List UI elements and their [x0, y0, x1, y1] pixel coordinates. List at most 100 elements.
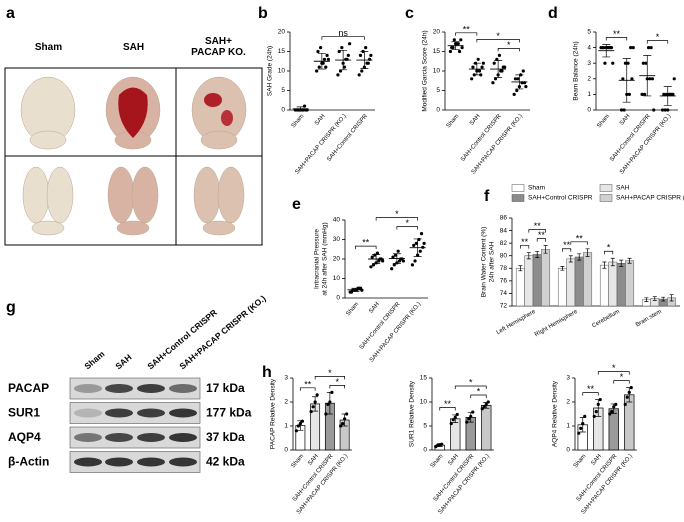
data-point [339, 424, 343, 428]
blot-band [105, 408, 133, 418]
data-point [663, 108, 667, 112]
significance-label: ** [613, 29, 621, 39]
legend-swatch [511, 184, 525, 192]
y-tick-label: 0 [336, 295, 340, 302]
data-point [324, 412, 328, 416]
y-tick-label: 0 [436, 107, 440, 114]
data-point [652, 108, 656, 112]
data-point [486, 400, 490, 404]
x-tick-label: SAH [307, 453, 320, 466]
y-tick-label: 5 [423, 423, 427, 430]
data-point [646, 46, 651, 50]
data-point [480, 65, 484, 69]
brain-hemisphere [107, 166, 135, 224]
x-tick-label: Sham [345, 301, 360, 317]
data-point [369, 265, 373, 269]
brain-hemisphere [46, 166, 74, 224]
panel-label: g [6, 299, 16, 316]
y-tick-label: 3 [587, 60, 591, 67]
x-tick-label: SAH+Control CRISPR [609, 113, 652, 163]
significance-label: * [620, 372, 624, 382]
data-point [360, 69, 364, 73]
data-point [419, 232, 424, 236]
data-point [476, 57, 480, 61]
data-point [605, 46, 610, 50]
y-tick-label: 30 [333, 236, 341, 243]
data-point [621, 77, 625, 81]
protein-label: PACAP [8, 381, 49, 395]
legend-swatch [511, 194, 525, 202]
significance-label: * [507, 40, 511, 50]
data-point [311, 405, 315, 409]
data-point [412, 243, 416, 247]
panel-label: e [292, 196, 301, 213]
data-point [664, 92, 669, 96]
blood-clot [221, 110, 233, 126]
significance-bracket [439, 407, 456, 411]
data-point [662, 92, 666, 96]
x-tick-label: SAH [447, 453, 460, 466]
data-point [627, 92, 631, 96]
y-tick-label: 10 [420, 399, 428, 406]
significance-bracket [646, 40, 669, 44]
legend-label: SAH+PACAP CRISPR (KO.) [616, 195, 684, 202]
y-tick-label: 76 [500, 278, 508, 285]
error-bar [413, 238, 422, 257]
data-point [370, 255, 374, 259]
protein-label: AQP4 [8, 430, 41, 444]
data-point [480, 407, 484, 411]
x-tick-label: SAH [368, 301, 381, 314]
data-point [482, 405, 486, 409]
data-point [457, 49, 462, 54]
x-tick-label: Sham [290, 453, 305, 469]
data-point [342, 65, 347, 69]
blot-strip [69, 426, 201, 449]
data-point [471, 410, 475, 414]
blot-band [74, 408, 102, 418]
x-tick-label: SAH [619, 113, 632, 126]
y-tick-label: 15 [433, 48, 441, 55]
y-tick-label: 0 [284, 447, 288, 454]
panel-label: d [548, 5, 558, 22]
significance-label: ** [362, 238, 370, 248]
panel-label: h [262, 364, 272, 381]
significance-label: ns [338, 28, 348, 38]
data-point [608, 412, 612, 416]
data-point [623, 402, 627, 406]
data-point [460, 46, 464, 50]
bar [524, 255, 534, 307]
protein-label: SUR1 [8, 406, 40, 420]
y-tick-label: 78 [500, 265, 508, 272]
data-point [471, 65, 475, 69]
error-bar [643, 55, 652, 97]
significance-bracket [582, 392, 599, 396]
blot-band [105, 433, 133, 442]
y-tick-label: 0 [566, 447, 570, 454]
x-tick-label: SAH [590, 453, 603, 466]
data-point [318, 46, 323, 50]
y-tick-label: 10 [333, 275, 341, 282]
significance-label: * [328, 368, 332, 378]
error-bar [535, 250, 540, 258]
bar [616, 263, 626, 307]
data-point [357, 73, 361, 77]
x-tick-label: Sham [446, 113, 461, 129]
significance-bracket [314, 376, 345, 380]
brain-cerebellum [29, 130, 67, 150]
data-point [641, 61, 645, 65]
bar [608, 261, 618, 307]
brain-cerebellum [200, 130, 238, 150]
data-point [623, 61, 628, 65]
data-point [348, 42, 352, 46]
data-point [492, 61, 496, 65]
data-point [648, 77, 652, 81]
brain-hemisphere [193, 166, 221, 224]
bar [515, 268, 525, 307]
significance-bracket [454, 385, 487, 389]
y-tick-label: 15 [420, 375, 428, 382]
data-point [459, 38, 463, 42]
y-tick-label: 2 [566, 399, 570, 406]
significance-bracket [597, 371, 630, 375]
error-bar [577, 253, 582, 261]
y-tick-label: 10 [278, 68, 286, 75]
